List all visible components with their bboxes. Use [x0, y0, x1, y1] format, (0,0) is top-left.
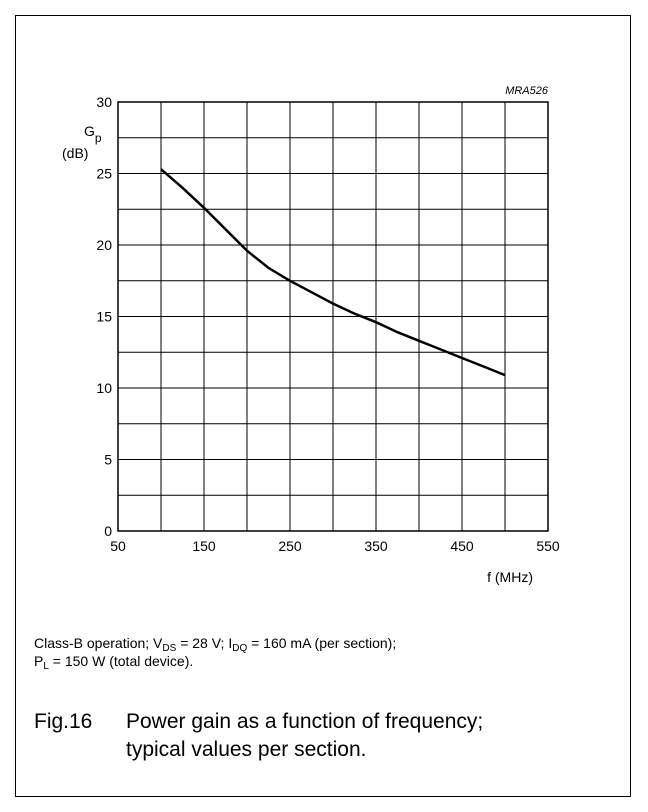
y-axis-symbol: G [84, 123, 95, 139]
figure-number: Fig.16 [34, 710, 93, 733]
y-tick-label: 0 [104, 523, 112, 539]
x-tick-label: 450 [450, 538, 474, 554]
x-tick-label: 350 [364, 538, 388, 554]
y-tick-label: 30 [96, 94, 112, 110]
y-axis-subscript: p [95, 131, 102, 145]
x-tick-label: 150 [192, 538, 216, 554]
caption-line-1: Class-B operation; VDS = 28 V; IDQ = 160… [34, 635, 397, 654]
x-tick-label: 50 [110, 538, 126, 554]
figure-title: Fig.16 Power gain as a function of freque… [34, 708, 483, 764]
y-axis-unit: (dB) [62, 145, 88, 161]
y-axis-label: Gp [84, 123, 102, 145]
x-tick-labels: 50 150 250 350 450 550 [110, 538, 560, 554]
y-tick-label: 5 [104, 452, 112, 468]
plot-area-border [117, 101, 549, 532]
x-tick-label: 550 [536, 538, 560, 554]
x-tick-label: 250 [278, 538, 302, 554]
figure-title-line-2: typical values per section. [126, 738, 367, 761]
figure-frame [15, 15, 631, 797]
y-tick-label: 25 [96, 166, 112, 182]
test-conditions-caption: Class-B operation; VDS = 28 V; IDQ = 160… [34, 634, 397, 672]
caption-line-2: PL = 150 W (total device). [34, 653, 194, 672]
power-gain-chart: 0 5 10 15 20 25 30 50 150 250 350 450 550 MRA526 Gp… [62, 85, 560, 585]
y-tick-label: 10 [96, 380, 112, 396]
y-tick-label: 15 [96, 309, 112, 325]
y-tick-label: 20 [96, 237, 112, 253]
figure-title-line-1: Power gain as a function of frequency; [126, 710, 484, 733]
figure-code: MRA526 [505, 85, 549, 97]
y-tick-labels: 0 5 10 15 20 25 30 [96, 94, 112, 539]
chart-grid [118, 102, 548, 531]
gain-curve [160, 168, 506, 377]
x-axis-label: f (MHz) [487, 569, 533, 585]
